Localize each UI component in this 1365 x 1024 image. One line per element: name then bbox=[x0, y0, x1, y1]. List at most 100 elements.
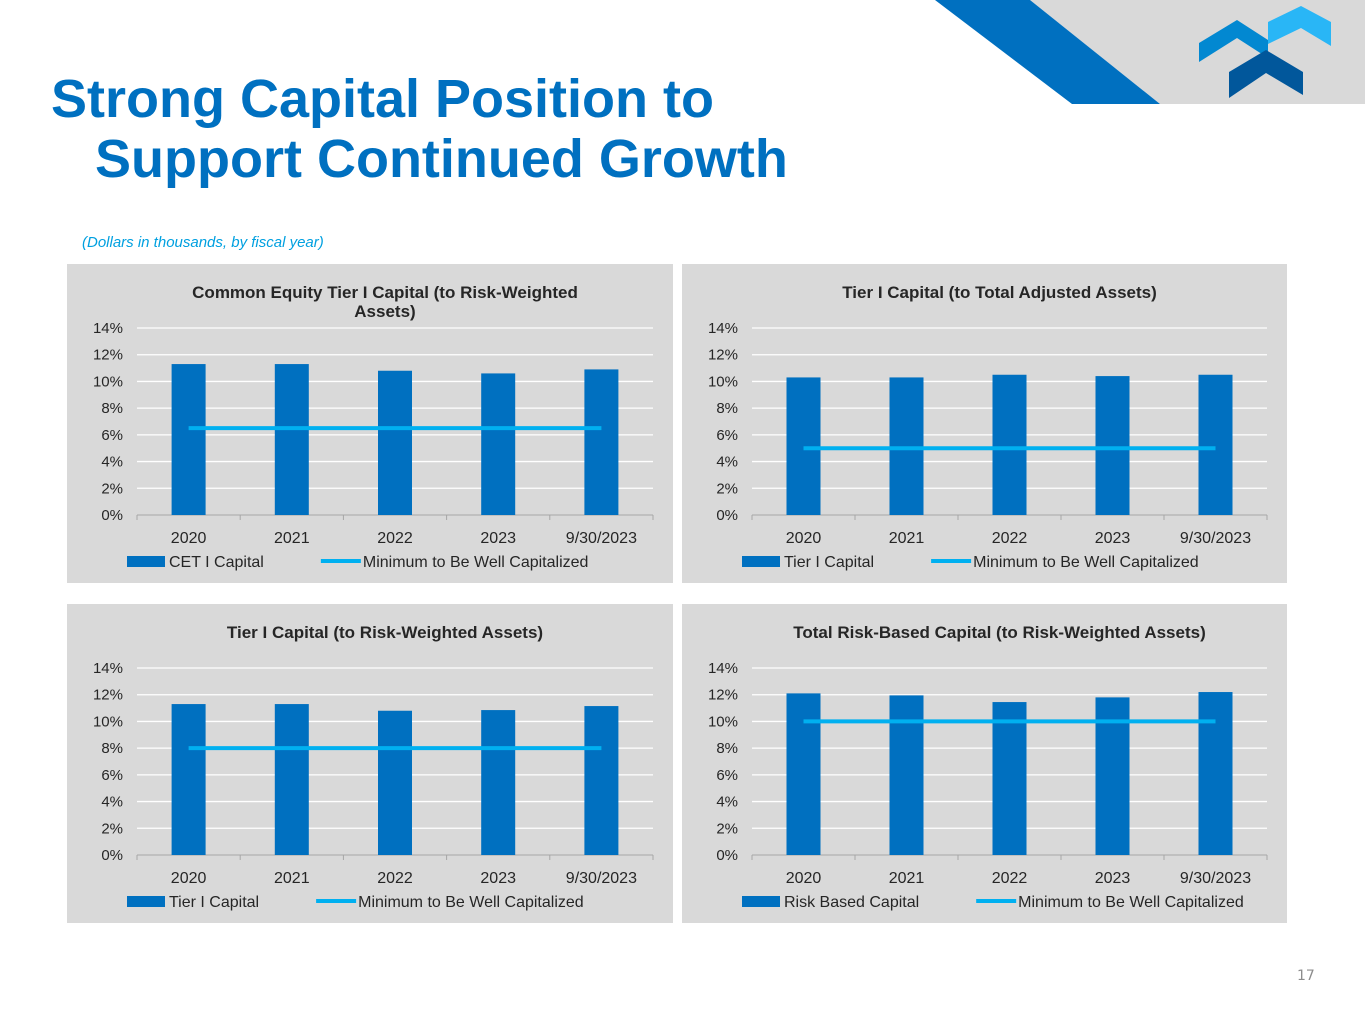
x-tick-label: 9/30/2023 bbox=[566, 530, 637, 547]
bar-2023 bbox=[1095, 376, 1130, 515]
y-tick-label: 6% bbox=[101, 767, 123, 784]
chart-tier1-risk-weighted: Tier I Capital (to Risk-Weighted Assets)… bbox=[67, 604, 673, 923]
corner-blue-stripe bbox=[935, 0, 1160, 104]
x-tick-label: 2023 bbox=[1095, 530, 1131, 547]
bar-9-30-2023 bbox=[584, 369, 619, 515]
y-tick-label: 12% bbox=[93, 687, 123, 704]
y-tick-label: 0% bbox=[101, 507, 123, 524]
bar-2021 bbox=[889, 695, 924, 855]
y-tick-label: 10% bbox=[708, 713, 738, 730]
legend-line-label: Minimum to Be Well Capitalized bbox=[973, 554, 1199, 571]
x-tick-label: 2020 bbox=[171, 530, 207, 547]
chart-title: Assets) bbox=[354, 302, 415, 321]
chart-title: Common Equity Tier I Capital (to Risk-We… bbox=[192, 283, 578, 302]
bar-2021 bbox=[274, 704, 309, 855]
chart-svg: Tier I Capital (to Risk-Weighted Assets)… bbox=[93, 623, 654, 911]
y-tick-label: 6% bbox=[716, 427, 738, 444]
y-tick-label: 10% bbox=[708, 373, 738, 390]
x-tick-label: 2021 bbox=[889, 870, 925, 887]
legend-line-label: Minimum to Be Well Capitalized bbox=[363, 554, 589, 571]
x-tick-label: 2023 bbox=[480, 870, 516, 887]
y-tick-label: 0% bbox=[716, 507, 738, 524]
legend-bar-swatch bbox=[127, 556, 165, 567]
x-tick-label: 9/30/2023 bbox=[1180, 870, 1251, 887]
x-tick-label: 2022 bbox=[377, 870, 413, 887]
y-tick-label: 14% bbox=[93, 320, 123, 337]
y-tick-label: 12% bbox=[708, 687, 738, 704]
x-tick-label: 2022 bbox=[377, 530, 413, 547]
x-tick-label: 2023 bbox=[1095, 870, 1131, 887]
bar-2023 bbox=[1095, 697, 1130, 855]
y-tick-label: 10% bbox=[93, 713, 123, 730]
logo-bottom-chevron bbox=[1229, 50, 1303, 98]
bar-2020 bbox=[786, 693, 821, 855]
y-tick-label: 14% bbox=[708, 320, 738, 337]
y-tick-label: 2% bbox=[101, 480, 123, 497]
legend-line-label: Minimum to Be Well Capitalized bbox=[358, 894, 584, 911]
y-tick-label: 6% bbox=[716, 767, 738, 784]
y-tick-label: 4% bbox=[716, 454, 738, 471]
legend-bar-label: Tier I Capital bbox=[169, 894, 259, 911]
legend-bar-swatch bbox=[127, 896, 165, 907]
x-tick-label: 2021 bbox=[274, 530, 310, 547]
legend-bar-label: Tier I Capital bbox=[784, 554, 874, 571]
bar-2020 bbox=[171, 704, 206, 855]
chart-tier1-leverage: Tier I Capital (to Total Adjusted Assets… bbox=[682, 264, 1287, 583]
logo-middle-chevron bbox=[1199, 20, 1268, 62]
page-number: 17 bbox=[1297, 968, 1315, 984]
x-tick-label: 2023 bbox=[480, 530, 516, 547]
x-tick-label: 2020 bbox=[786, 530, 822, 547]
page-title-line-1: Strong Capital Position to bbox=[51, 69, 714, 129]
legend-bar-label: CET I Capital bbox=[169, 554, 264, 571]
company-logo bbox=[1199, 6, 1331, 98]
y-tick-label: 4% bbox=[101, 454, 123, 471]
bar-2023 bbox=[481, 373, 516, 515]
x-tick-label: 2022 bbox=[992, 870, 1028, 887]
y-tick-label: 14% bbox=[93, 660, 123, 677]
chart-svg: Total Risk-Based Capital (to Risk-Weight… bbox=[708, 623, 1268, 911]
chart-title: Tier I Capital (to Total Adjusted Assets… bbox=[842, 283, 1157, 302]
x-tick-label: 9/30/2023 bbox=[1180, 530, 1251, 547]
x-tick-label: 2022 bbox=[992, 530, 1028, 547]
y-tick-label: 8% bbox=[716, 740, 738, 757]
y-tick-label: 0% bbox=[716, 847, 738, 864]
chart-total-risk-based: Total Risk-Based Capital (to Risk-Weight… bbox=[682, 604, 1287, 923]
bar-9-30-2023 bbox=[1198, 374, 1233, 515]
bar-2021 bbox=[889, 377, 924, 515]
y-tick-label: 14% bbox=[708, 660, 738, 677]
bar-2020 bbox=[171, 364, 206, 515]
y-tick-label: 4% bbox=[101, 794, 123, 811]
y-tick-label: 4% bbox=[716, 794, 738, 811]
y-tick-label: 10% bbox=[93, 373, 123, 390]
y-tick-label: 2% bbox=[716, 480, 738, 497]
legend-bar-swatch bbox=[742, 896, 780, 907]
bar-9-30-2023 bbox=[1198, 692, 1233, 855]
legend-line-label: Minimum to Be Well Capitalized bbox=[1018, 894, 1244, 911]
chart-title: Tier I Capital (to Risk-Weighted Assets) bbox=[227, 623, 543, 642]
y-tick-label: 12% bbox=[93, 347, 123, 364]
logo-top-chevron bbox=[1268, 6, 1331, 46]
bar-2021 bbox=[274, 364, 309, 515]
bar-2022 bbox=[992, 702, 1027, 855]
x-tick-label: 2021 bbox=[274, 870, 310, 887]
bar-2022 bbox=[378, 710, 412, 855]
chart-svg: Common Equity Tier I Capital (to Risk-We… bbox=[93, 283, 654, 571]
corner-decoration bbox=[935, 0, 1365, 104]
chart-title: Total Risk-Based Capital (to Risk-Weight… bbox=[793, 623, 1205, 642]
legend-bar-label: Risk Based Capital bbox=[784, 894, 919, 911]
page-title-line-2: Support Continued Growth bbox=[95, 129, 788, 189]
bar-2020 bbox=[786, 377, 821, 515]
y-tick-label: 2% bbox=[716, 820, 738, 837]
y-tick-label: 6% bbox=[101, 427, 123, 444]
bar-2023 bbox=[481, 710, 516, 855]
bar-2022 bbox=[378, 370, 412, 515]
chart-cet1-capital: Common Equity Tier I Capital (to Risk-We… bbox=[67, 264, 673, 583]
bar-2022 bbox=[992, 374, 1027, 515]
chart-svg: Tier I Capital (to Total Adjusted Assets… bbox=[708, 283, 1268, 571]
y-tick-label: 8% bbox=[716, 400, 738, 417]
x-tick-label: 2020 bbox=[786, 870, 822, 887]
y-tick-label: 8% bbox=[101, 740, 123, 757]
x-tick-label: 9/30/2023 bbox=[566, 870, 637, 887]
y-tick-label: 8% bbox=[101, 400, 123, 417]
bar-9-30-2023 bbox=[584, 706, 619, 855]
